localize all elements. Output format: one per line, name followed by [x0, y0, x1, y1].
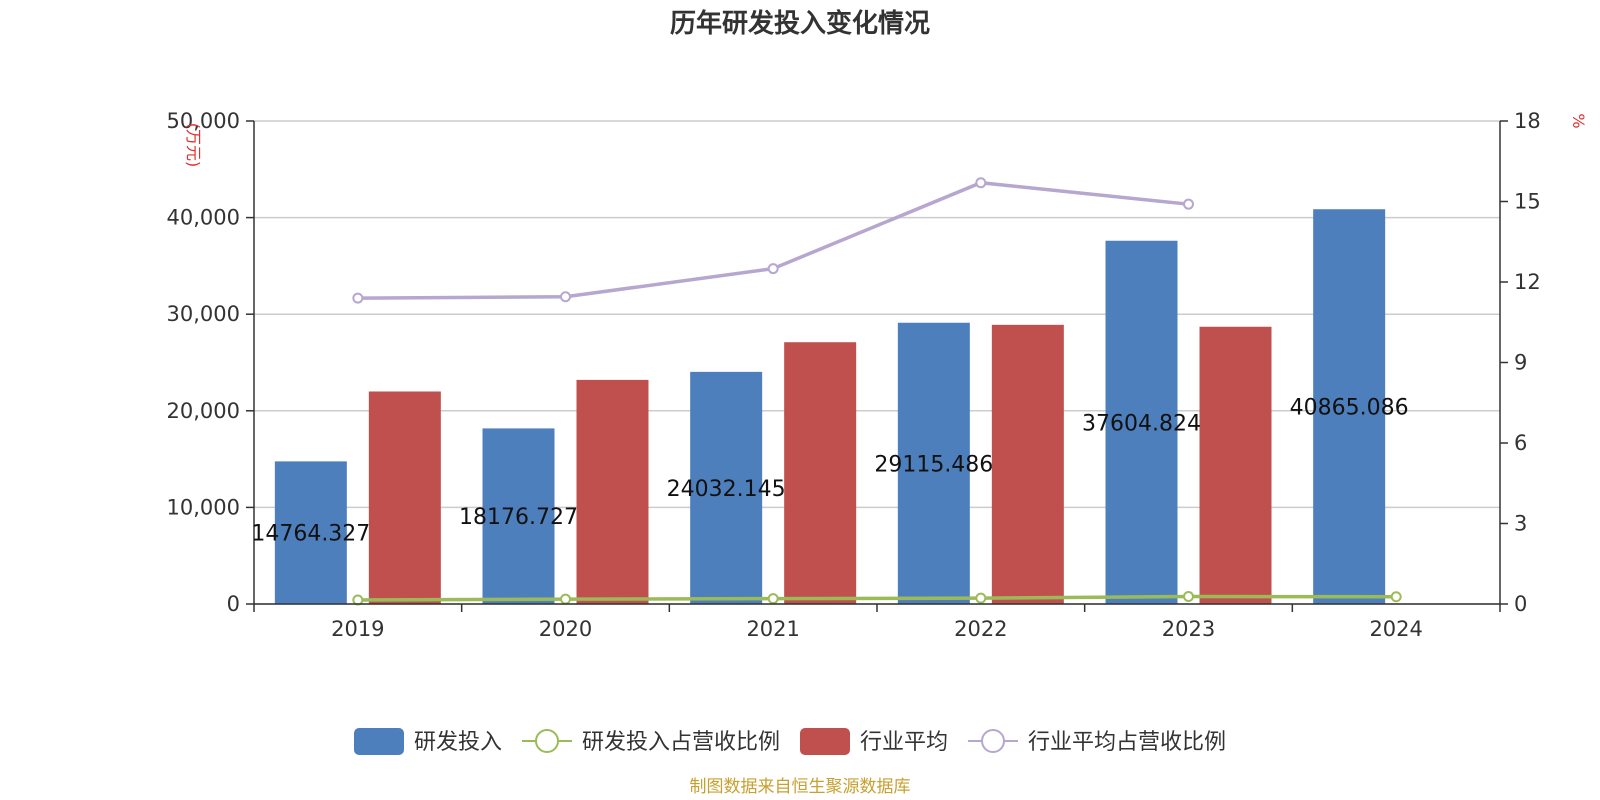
x-axis-tick-label: 2024: [1369, 617, 1422, 641]
point-研发投入占营收比例: [1183, 590, 1194, 602]
bar-data-label: 18176.727: [459, 505, 578, 530]
bar-data-label: 29115.486: [874, 452, 993, 477]
bar-行业平均-2022: [991, 324, 1064, 604]
axes: 0 10,000 20,000 30,000 40,000 50,000 0 3 6 9 12 15 1…: [167, 109, 1541, 641]
bar-研发投入-2019: [274, 461, 347, 604]
line-研发投入占营收比例: [357, 594, 1397, 602]
left-axis-tick-label: 10,000: [167, 495, 240, 519]
point-行业平均占营收比例: [352, 292, 364, 304]
bar-研发投入-2021: [690, 371, 763, 604]
point-行业平均占营收比例: [1183, 198, 1194, 210]
left-axis-tick-label: 20,000: [167, 399, 240, 423]
right-axis-tick-label: 6: [1514, 431, 1527, 455]
bar-研发投入-2023: [1105, 240, 1178, 604]
left-axis-tick-label: 50,000: [167, 109, 240, 133]
bar-研发投入-2020: [482, 428, 555, 604]
bar-行业平均-2020: [576, 379, 649, 604]
bar-data-label: 24032.145: [667, 477, 786, 502]
point-研发投入占营收比例: [560, 593, 571, 605]
point-研发投入占营收比例: [767, 593, 779, 605]
legend-swatch-行业平均: [800, 728, 850, 755]
x-axis-tick-label: 2020: [539, 617, 592, 641]
bars: [274, 209, 1386, 604]
bar-行业平均-2019: [368, 391, 441, 604]
right-axis-tick-label: 18: [1514, 109, 1541, 133]
legend-swatch-研发投入: [354, 728, 404, 755]
point-研发投入占营收比例: [1390, 591, 1402, 603]
line-行业平均占营收比例: [357, 180, 1189, 300]
legend-marker-行业平均占营收比例: [981, 729, 1005, 753]
data-labels: 14764.327 18176.727 24032.145 29115.486 3760…: [251, 396, 1408, 547]
legend-label: 研发投入占营收比例: [582, 730, 780, 755]
right-axis-tick-label: 15: [1514, 190, 1541, 214]
right-axis-tick-label: 0: [1514, 592, 1527, 616]
point-行业平均占营收比例: [975, 177, 987, 189]
left-axis-tick-label: 0: [227, 592, 240, 616]
legend-marker-研发投入占营收比例: [535, 729, 559, 753]
left-axis-tick-label: 30,000: [167, 302, 240, 326]
grid-lines: [254, 120, 1500, 605]
bar-行业平均-2023: [1199, 326, 1272, 604]
source-note: 制图数据来自恒生聚源数据库: [690, 777, 911, 797]
lines: [352, 177, 1402, 606]
bar-data-label: 14764.327: [251, 522, 370, 547]
legend-label: 行业平均: [860, 730, 948, 755]
bar-研发投入-2024: [1313, 209, 1386, 604]
bar-研发投入-2022: [897, 322, 970, 604]
legend-label: 研发投入: [414, 730, 502, 755]
x-axis-tick-label: 2022: [954, 617, 1007, 641]
x-axis-tick-label: 2021: [746, 617, 799, 641]
legend: 研发投入 研发投入占营收比例 行业平均 行业平均占营收比例: [354, 728, 1226, 755]
point-研发投入占营收比例: [352, 594, 364, 606]
point-行业平均占营收比例: [767, 263, 779, 275]
bar-data-label: 40865.086: [1290, 396, 1409, 421]
left-axis-unit: (万元): [184, 123, 203, 168]
left-axis-tick-label: 40,000: [167, 206, 240, 230]
right-axis-unit: %: [1569, 113, 1588, 128]
x-axis-tick-label: 2019: [331, 617, 384, 641]
right-axis-tick-label: 3: [1514, 512, 1527, 536]
point-研发投入占营收比例: [975, 592, 987, 604]
legend-label: 行业平均占营收比例: [1028, 730, 1226, 755]
right-axis-tick-label: 9: [1514, 351, 1527, 375]
right-axis-tick-label: 12: [1514, 270, 1541, 294]
bar-data-label: 37604.824: [1082, 411, 1201, 436]
x-axis-tick-label: 2023: [1162, 617, 1215, 641]
chart-title: 历年研发投入变化情况: [670, 8, 930, 39]
point-行业平均占营收比例: [560, 291, 571, 303]
bar-行业平均-2021: [784, 342, 857, 604]
